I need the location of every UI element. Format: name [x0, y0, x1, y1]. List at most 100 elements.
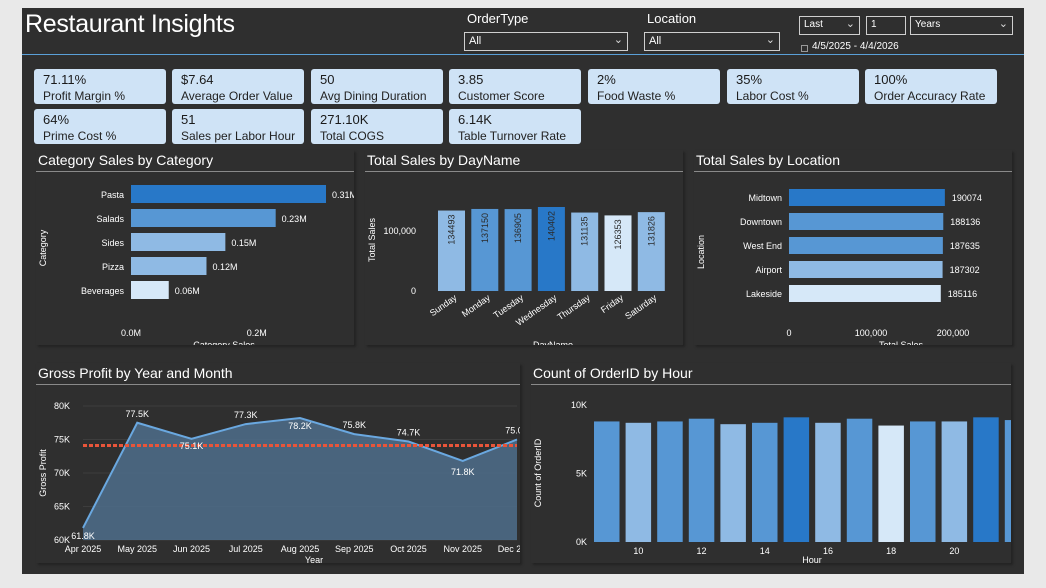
category-tick-label: Beverages: [81, 286, 125, 296]
dayname-bar: [604, 215, 632, 291]
x-axis-title: Year: [305, 555, 323, 563]
x-tick-label: Monday: [460, 292, 492, 319]
location-value: All: [649, 35, 662, 47]
location-tick-label: Downtown: [740, 217, 782, 227]
y-axis-title: Category: [38, 229, 48, 266]
ordertype-value: All: [469, 35, 482, 47]
x-tick-label: Oct 2025: [390, 544, 427, 554]
hour-bar: [973, 417, 999, 542]
x-axis-title: Hour: [802, 555, 822, 563]
dayname-bar: [504, 209, 532, 291]
bar-data-label: 187302: [950, 265, 980, 275]
hour-bar: [720, 424, 746, 542]
area-fill: [83, 418, 517, 540]
x-tick-label: Nov 2025: [443, 544, 482, 554]
chevron-down-icon: ⌄: [845, 18, 855, 30]
x-tick-label: 100,000: [855, 328, 888, 338]
kpi-label: Table Turnover Rate: [458, 129, 567, 143]
location-bar: [789, 261, 943, 278]
x-tick-label: Apr 2025: [65, 544, 102, 554]
data-label: 71.8K: [451, 467, 475, 477]
hour-bar: [815, 422, 841, 542]
category-tick-label: Salads: [96, 214, 124, 224]
y-tick-label: 70K: [54, 468, 70, 478]
hour-bar: [846, 418, 873, 542]
x-tick-label: Thursday: [555, 292, 592, 322]
x-tick-label: Sunday: [428, 292, 459, 318]
kpi-value: 271.10K: [320, 112, 369, 127]
x-axis-title: Total Sales: [879, 340, 924, 345]
bar-data-label: 136905: [513, 213, 523, 243]
chart-title: Count of OrderID by Hour: [533, 365, 693, 381]
kpi-value: 51: [181, 112, 196, 127]
date-count-input[interactable]: 1: [866, 16, 906, 35]
x-tick-label: Jul 2025: [229, 544, 263, 554]
x-tick-label: Dec 2025: [498, 544, 520, 554]
date-mode-dropdown[interactable]: Last ⌄: [799, 16, 860, 35]
dayname-sales-panel[interactable]: Total Sales by DayName 0 100,000 134493 Sun…: [365, 150, 683, 345]
kpi-card: 100% Order Accuracy Rate: [865, 69, 997, 104]
x-tick-label: 200,000: [937, 328, 970, 338]
bar-data-label: 188136: [950, 217, 980, 227]
hour-bar: [752, 422, 778, 542]
bar-data-label: 126353: [613, 219, 623, 249]
kpi-label: Average Order Value: [181, 89, 293, 103]
location-bar: [789, 237, 943, 254]
ordertype-dropdown[interactable]: All ⌄: [464, 32, 628, 51]
y-tick-label: 80K: [54, 401, 70, 411]
y-tick-label: 60K: [54, 535, 70, 545]
bar-data-label: 0.12M: [212, 262, 237, 272]
dayname-bar: [471, 208, 499, 291]
location-sales-chart: Midtown 190074 Downtown 188136 West End 18763…: [696, 189, 982, 345]
kpi-value: 2%: [597, 72, 616, 87]
y-tick-label: 65K: [54, 502, 70, 512]
kpi-label: Labor Cost %: [736, 89, 809, 103]
orders-by-hour-panel[interactable]: Count of OrderID by Hour 0K 5K 10K 10 12 14 16…: [531, 363, 1011, 563]
location-dropdown[interactable]: All ⌄: [644, 32, 780, 51]
kpi-card: 2% Food Waste %: [588, 69, 720, 104]
category-bar: [131, 209, 276, 227]
chart-title: Gross Profit by Year and Month: [38, 365, 233, 381]
report-canvas: Restaurant Insights OrderType All ⌄ Loca…: [22, 8, 1024, 574]
y-axis-title: Gross Profit: [38, 449, 48, 497]
gross-profit-chart: 60K 65K 70K 75K 80K 61.8K Apr 2025 77.5K May 202…: [38, 401, 520, 563]
x-tick-label: Jun 2025: [173, 544, 210, 554]
title-divider: [36, 171, 354, 172]
bar-data-label: 0.31M: [332, 190, 354, 200]
data-label: 61.8K: [71, 531, 95, 541]
kpi-card: 35% Labor Cost %: [727, 69, 859, 104]
x-tick-label: 0.2M: [247, 328, 267, 338]
data-label: 75.1K: [180, 441, 204, 451]
chart-title: Total Sales by Location: [696, 152, 840, 168]
hour-bar: [688, 418, 715, 542]
bar-data-label: 0.06M: [175, 286, 200, 296]
date-unit-dropdown[interactable]: Years ⌄: [910, 16, 1013, 35]
category-sales-panel[interactable]: Category Sales by Category Pasta 0.31M Sal…: [36, 150, 354, 345]
x-axis-title: Category Sales: [193, 340, 255, 345]
date-unit-value: Years: [915, 19, 941, 30]
location-tick-label: Airport: [755, 265, 782, 275]
title-divider: [694, 171, 1012, 172]
y-tick-label: 10K: [571, 400, 587, 410]
dayname-bar: [571, 212, 599, 291]
category-tick-label: Sides: [101, 238, 124, 248]
kpi-label: Profit Margin %: [43, 89, 126, 103]
location-tick-label: Lakeside: [746, 289, 782, 299]
kpi-card: 64% Prime Cost %: [34, 109, 166, 144]
date-count-value: 1: [871, 19, 877, 30]
category-tick-label: Pasta: [101, 190, 124, 200]
hour-bar: [594, 421, 620, 542]
kpi-value: $7.64: [181, 72, 214, 87]
bar-data-label: 131135: [580, 217, 590, 246]
kpi-card: 71.11% Profit Margin %: [34, 69, 166, 104]
gross-profit-panel[interactable]: Gross Profit by Year and Month 60K 65K 70K…: [36, 363, 520, 563]
y-tick-label: 5K: [576, 469, 587, 479]
y-axis-title: Location: [696, 235, 706, 269]
orders-by-hour-chart: 0K5K10K10121416182022HourCount of OrderI…: [533, 400, 1011, 563]
location-sales-panel[interactable]: Total Sales by Location Midtown 190074 Dow…: [694, 150, 1012, 345]
y-tick-label: 0: [411, 286, 416, 296]
chevron-down-icon: ⌄: [998, 18, 1008, 30]
kpi-value: 50: [320, 72, 335, 87]
kpi-card: $7.64 Average Order Value: [172, 69, 304, 104]
chevron-down-icon: ⌄: [613, 34, 623, 46]
